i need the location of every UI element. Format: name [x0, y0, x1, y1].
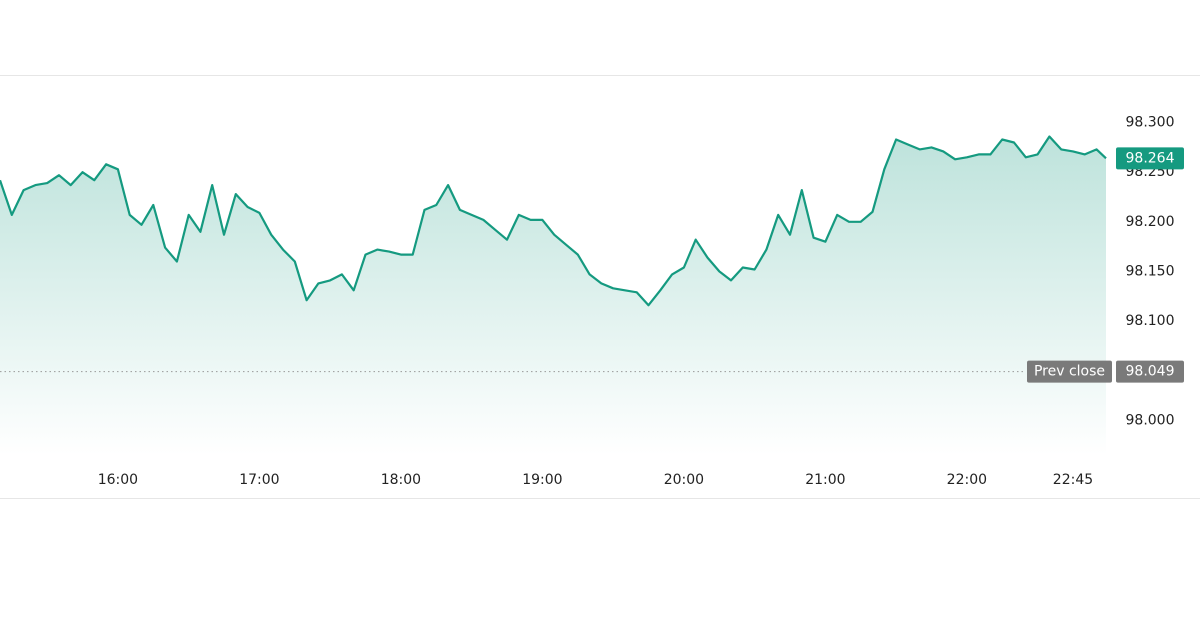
y-tick-label: 98.200 [1126, 214, 1175, 230]
prev-close-label: Prev close [1034, 364, 1105, 380]
x-tick-label: 16:00 [98, 472, 138, 488]
y-tick-label: 98.150 [1126, 263, 1175, 279]
x-tick-label: 17:00 [239, 472, 279, 488]
last-value-badge [1116, 147, 1184, 170]
y-tick-label: 98.100 [1126, 313, 1175, 329]
y-tick-label: 98.300 [1126, 115, 1175, 131]
price-line [0, 135, 1107, 307]
prev-close-value: 98.049 [1126, 364, 1175, 380]
y-tick-label: 98.000 [1126, 412, 1175, 428]
x-tick-label: 21:00 [805, 472, 845, 488]
x-tick-label: 22:45 [1053, 472, 1093, 488]
x-tick-label: 18:00 [381, 472, 421, 488]
x-tick-label: 22:00 [947, 472, 987, 488]
prev-close-value-badge [1116, 360, 1184, 383]
area [0, 136, 1106, 455]
last-value-label: 98.264 [1126, 150, 1175, 166]
x-tick-label: 19:00 [522, 472, 562, 488]
prev-close-badge [1027, 360, 1112, 383]
x-tick-label: 20:00 [664, 472, 704, 488]
